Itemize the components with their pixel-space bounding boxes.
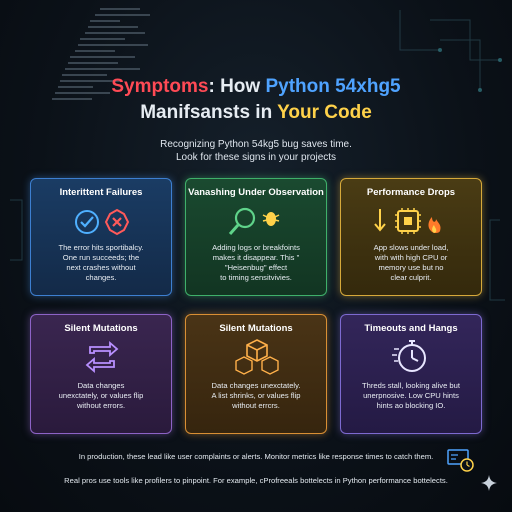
card-title: Performance Drops: [366, 187, 456, 198]
card-silent-mutations-1: Silent Mutations Data changes unexctately…: [30, 314, 172, 434]
card-vanishing-under-observation: Vanashing Under Observation Adding logs …: [185, 178, 327, 296]
page-title: Symptoms: How Python 54xhg5 Manifsansts …: [111, 76, 401, 123]
card-body: The error hits sportibalcy. One run succe…: [58, 243, 144, 282]
monitor-stopwatch-icon: [447, 449, 474, 472]
magnifier-bug-icon: [228, 207, 280, 235]
cubes-icon: [235, 339, 279, 375]
card-body: Threds stall, looking alive but unerpnosi…: [362, 381, 460, 410]
card-intermittent-failures: Interittent Failures The error hits spor…: [30, 178, 172, 296]
code-background: [40, 6, 220, 116]
code-lines-decoration: [52, 8, 150, 100]
subtitle: Recognizing Python 54kg5 bug saves time.…: [160, 139, 352, 163]
sparkle-icon: [481, 475, 497, 491]
card-body: Data changes unexctately. A list shrinks,…: [211, 381, 301, 410]
card-title: Silent Mutations: [219, 323, 293, 334]
card-title: Timeouts and Hangs: [364, 323, 458, 334]
card-performance-drops: Performance Drops App slows under load, w…: [340, 178, 482, 296]
footer-line-1: In production, these lead like user comp…: [78, 452, 434, 461]
card-body: Data changes unexctately, or values flip …: [58, 381, 144, 410]
footer-line-2: Real pros use tools like profilers to pi…: [64, 476, 448, 485]
card-timeouts-and-hangs: Timeouts and Hangs Threds stall, looking…: [340, 314, 482, 434]
card-silent-mutations-2: Silent Mutations Data changes unexctatel…: [185, 314, 327, 434]
card-title: Interittent Failures: [59, 187, 143, 198]
card-title: Silent Mutations: [64, 323, 138, 334]
card-body: Adding logs or breakfoints makes it disap…: [212, 243, 300, 282]
card-title: Vanashing Under Observation: [188, 187, 324, 198]
card-body: App slows under load, with with high CPU …: [373, 243, 449, 282]
swap-arrows-icon: [85, 341, 119, 373]
check-x-icon: [75, 208, 130, 236]
stopwatch-icon: [392, 340, 426, 372]
cpu-flame-icon: [374, 208, 441, 234]
